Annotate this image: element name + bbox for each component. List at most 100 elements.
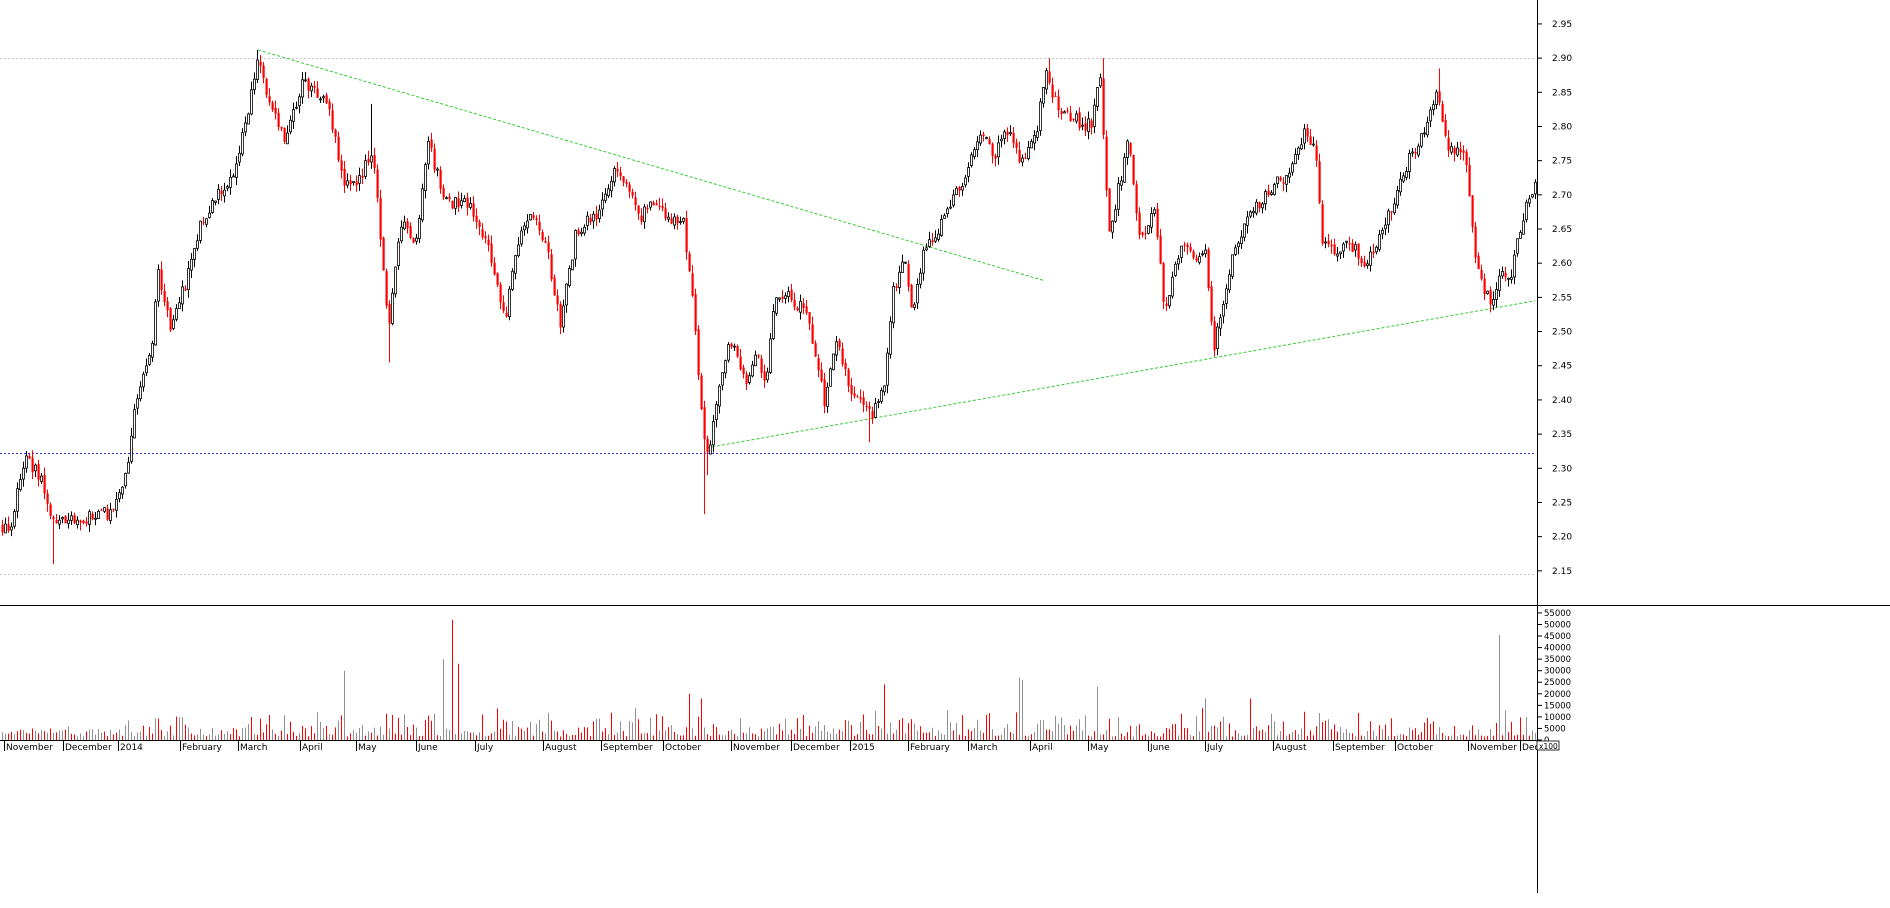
- candle-body-up: [127, 462, 130, 474]
- candle-body-down: [595, 213, 598, 220]
- date-label: April: [302, 743, 323, 753]
- candle-body-down: [31, 457, 34, 473]
- candle-body-up: [214, 200, 217, 203]
- candle-body-up: [1261, 203, 1264, 209]
- date-label: March: [240, 743, 267, 753]
- candle-body-down: [388, 303, 391, 324]
- candle-body-down: [1144, 233, 1147, 235]
- candle-body-down: [481, 229, 484, 238]
- candle-body-up: [970, 154, 973, 167]
- date-label: May: [358, 743, 377, 753]
- candle-body-down: [442, 187, 445, 198]
- candle-body-up: [1147, 225, 1150, 234]
- candle-body-down: [1066, 110, 1069, 112]
- volume-tick-label: 20000: [1544, 690, 1571, 700]
- candle-body-up: [727, 344, 730, 361]
- candle-body-up: [94, 517, 97, 520]
- candle-body-up: [397, 241, 400, 267]
- candle-body-down: [1105, 136, 1108, 191]
- candle-body-up: [562, 305, 565, 328]
- candle-body-down: [865, 405, 868, 408]
- candle-body-down: [112, 508, 115, 510]
- candle-body-up: [1291, 163, 1294, 173]
- candle-body-down: [628, 184, 631, 192]
- candle-body-down: [349, 180, 352, 185]
- candle-body-down: [430, 139, 433, 149]
- candle-body-up: [511, 270, 514, 290]
- candle-body-up: [1081, 124, 1084, 127]
- candle-body-up: [370, 155, 373, 163]
- candle-body-up: [832, 353, 835, 371]
- candle-body-up: [904, 261, 907, 264]
- candle-body-up: [391, 292, 394, 324]
- candle-body-down: [823, 379, 826, 407]
- candle-body-up: [1450, 146, 1453, 153]
- candle-body-down: [1327, 240, 1330, 244]
- candle-body-down: [1135, 184, 1138, 214]
- candle-body-up: [1486, 290, 1489, 295]
- candle-body-up: [211, 200, 214, 213]
- candle-body-up: [1324, 241, 1327, 244]
- candle-body-down: [1078, 112, 1081, 128]
- candle-body-down: [691, 273, 694, 296]
- candle-body-down: [472, 203, 475, 217]
- candle-body-down: [412, 238, 415, 243]
- candle-body-down: [328, 101, 331, 110]
- candle-body-down: [52, 517, 55, 520]
- candle-body-down: [790, 289, 793, 300]
- candle-body-up: [1336, 253, 1339, 257]
- candle-body-down: [538, 221, 541, 231]
- candle-body-down: [499, 284, 502, 303]
- candle-body-down: [340, 160, 343, 171]
- candle-body-up: [445, 197, 448, 200]
- candle-body-down: [853, 393, 856, 396]
- date-axis: November December 2014 February March April Ma…: [4, 740, 1560, 753]
- candle-body-up: [1378, 234, 1381, 250]
- candle-body-down: [1282, 182, 1285, 184]
- date-label: June: [417, 743, 438, 753]
- candle-body-up: [298, 96, 301, 107]
- date-label: August: [1275, 743, 1307, 753]
- candle-body-up: [940, 219, 943, 236]
- candle-body-up: [244, 122, 247, 133]
- candle-body-up: [949, 206, 952, 209]
- candle-body-down: [325, 95, 328, 104]
- candle-body-down: [1141, 232, 1144, 235]
- candle-body-up: [1381, 229, 1384, 235]
- candle-body-up: [1342, 243, 1345, 252]
- candle-body-down: [1132, 154, 1135, 185]
- candle-body-down: [1183, 244, 1186, 246]
- candle-body-up: [199, 220, 202, 241]
- volume-bars: [2, 619, 1536, 740]
- price-tick-label: 2.20: [1552, 533, 1572, 543]
- candle-body-up: [1249, 211, 1252, 217]
- candle-body-up: [1384, 224, 1387, 230]
- candle-body-up: [1009, 132, 1012, 135]
- candle-body-down: [49, 504, 52, 516]
- candle-body-up: [976, 141, 979, 151]
- volume-tick-label: 35000: [1544, 655, 1571, 665]
- candle-body-up: [955, 187, 958, 196]
- candle-body-down: [487, 239, 490, 246]
- candle-body-up: [1021, 157, 1024, 163]
- candle-body-up: [1243, 223, 1246, 238]
- price-candles: [1, 49, 1537, 564]
- candle-body-down: [91, 513, 94, 520]
- candle-body-down: [220, 190, 223, 194]
- candle-body-up: [1246, 216, 1249, 226]
- candle-body-down: [262, 65, 265, 78]
- candle-body-up: [1402, 175, 1405, 182]
- candle-body-down: [82, 520, 85, 524]
- candle-body-up: [301, 79, 304, 98]
- candle-body-up: [238, 152, 241, 163]
- candle-body-down: [796, 307, 799, 311]
- candle-body-up: [829, 368, 832, 387]
- candle-body-up: [1264, 191, 1267, 205]
- candle-body-up: [961, 186, 964, 191]
- candle-body-up: [973, 149, 976, 157]
- candle-body-down: [1267, 190, 1270, 195]
- candle-body-down: [478, 221, 481, 228]
- candle-body-up: [1225, 288, 1228, 304]
- candle-body-up: [1528, 198, 1531, 204]
